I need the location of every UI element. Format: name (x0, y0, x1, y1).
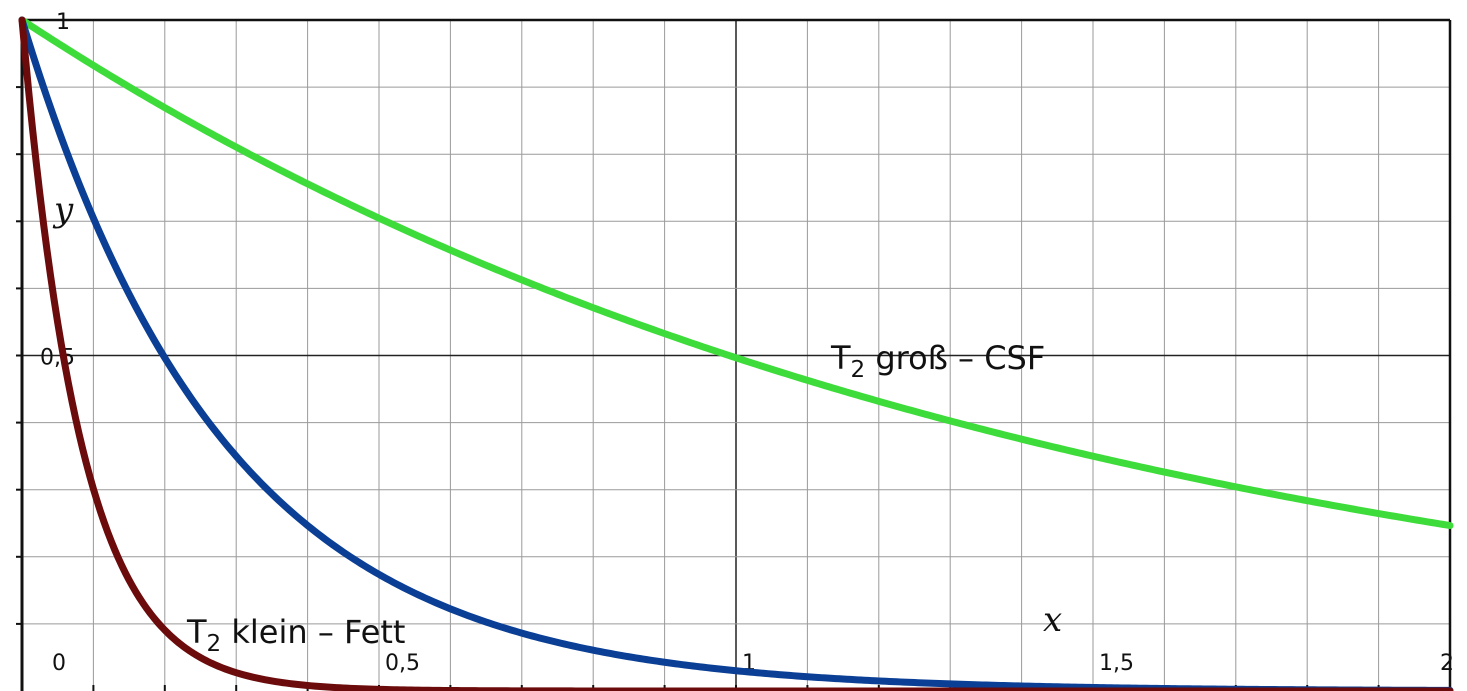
grid (22, 20, 1450, 691)
annotation-csf-sub: 2 (851, 357, 866, 383)
series-lines (18, 16, 1454, 691)
y-axis-label: y (52, 190, 74, 230)
annotation-fett: T2 klein – Fett (186, 613, 405, 657)
annotation-fett-sub: 2 (207, 631, 222, 657)
y-tick-label: 1 (56, 10, 70, 35)
annotation-csf-text: groß – CSF (865, 339, 1045, 377)
tick-labels: 0 0,5 1 1,5 20,51 (40, 10, 1454, 676)
x-tick-label: 2 (1440, 651, 1454, 676)
annotation-csf: T2 groß – CSF (830, 339, 1045, 383)
x-axis-label: x (1043, 600, 1062, 640)
series-line-3 (18, 16, 1454, 691)
annotation-fett-text: klein – Fett (221, 613, 405, 651)
annotation-fett-base: T (186, 613, 207, 651)
x-tick-label: 0,5 (385, 651, 420, 676)
x-tick-label: 0 (52, 651, 66, 676)
annotation-csf-base: T (830, 339, 851, 377)
axes (16, 18, 1452, 691)
y-tick-label: 0,5 (40, 346, 75, 371)
series-line-1 (18, 16, 1454, 530)
x-tick-label: 1,5 (1099, 651, 1134, 676)
